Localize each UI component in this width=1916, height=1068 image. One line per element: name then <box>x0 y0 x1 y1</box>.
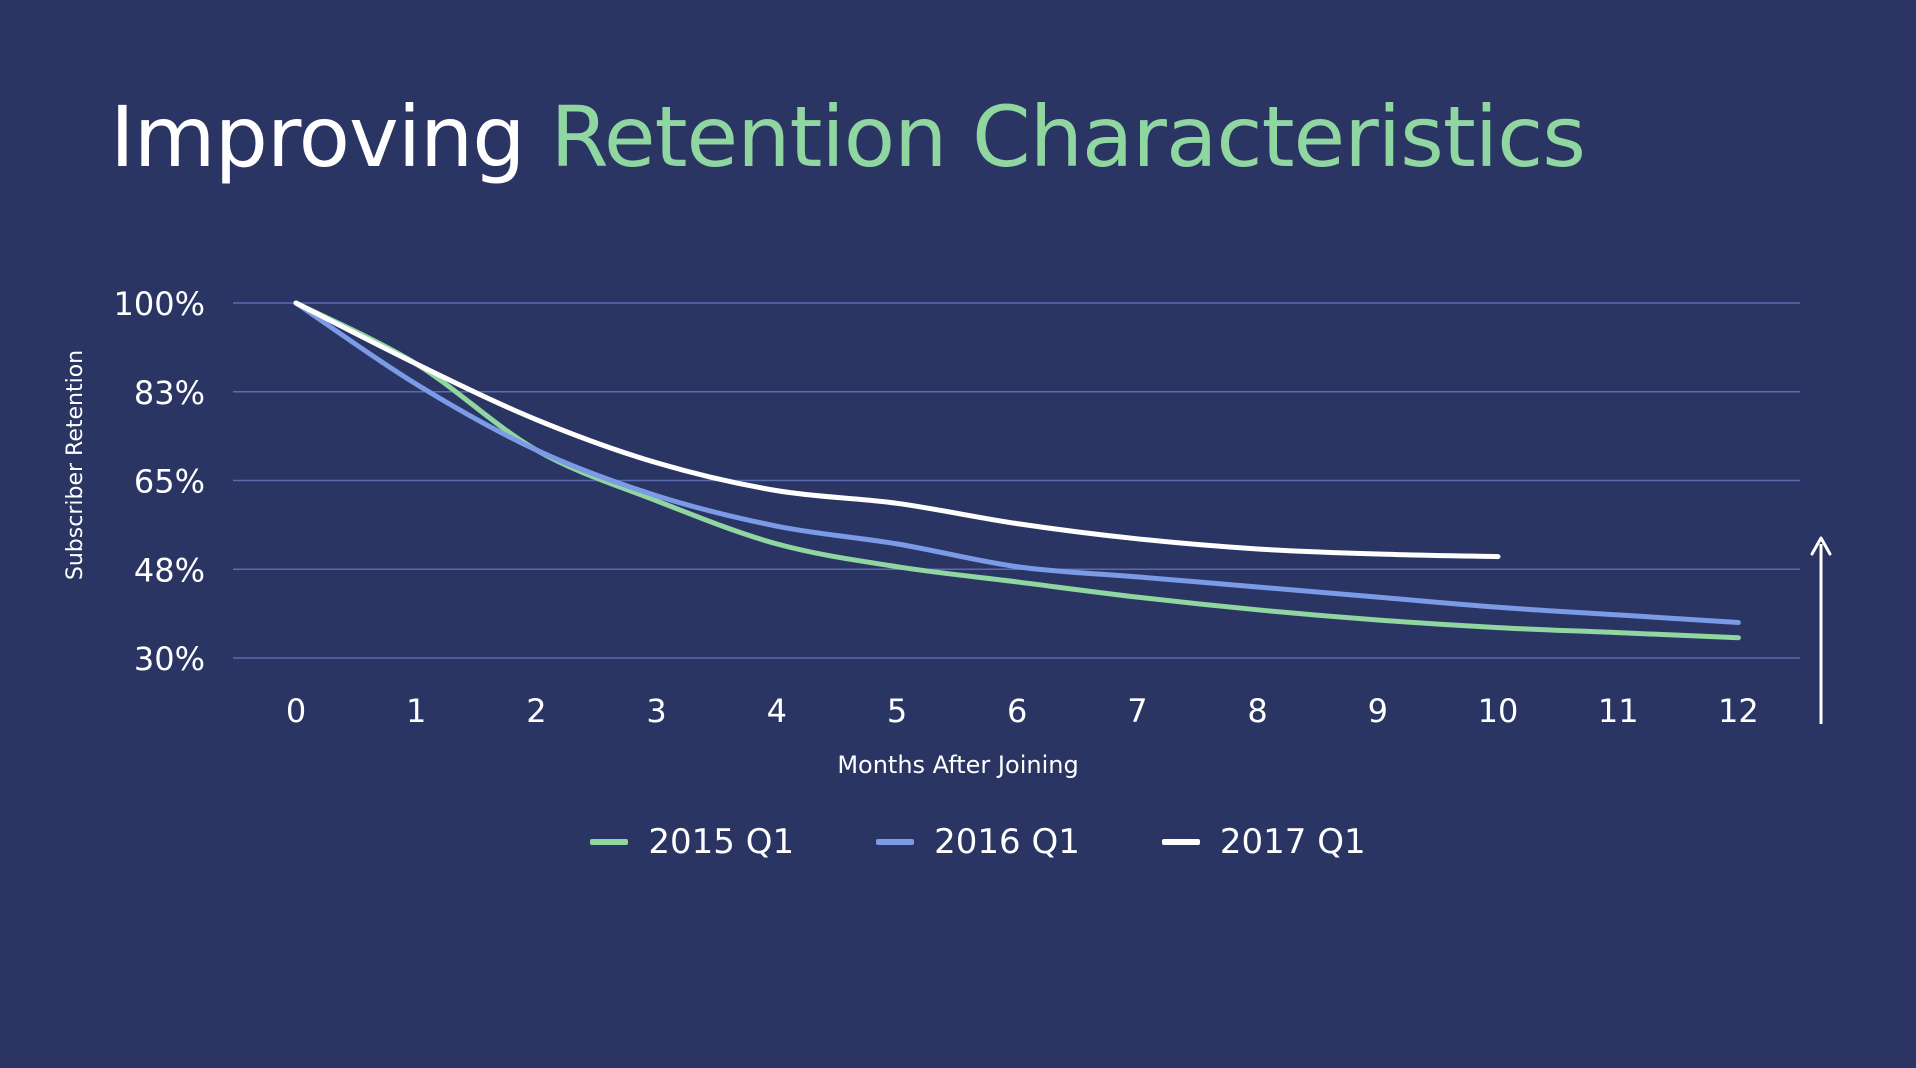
x-tick-label: 8 <box>1247 692 1267 730</box>
legend-item: 2015 Q1 <box>590 822 794 862</box>
chart-legend: 2015 Q1 2016 Q1 2017 Q1 <box>0 822 1916 862</box>
y-tick-label: 48% <box>134 551 205 589</box>
legend-swatch <box>876 839 915 845</box>
x-tick-label: 2 <box>526 692 546 730</box>
upward-arrow-icon <box>1810 536 1832 556</box>
x-tick-label: 1 <box>406 692 426 730</box>
title-plain: Improving <box>110 88 526 186</box>
x-axis-title: Months After Joining <box>837 751 1078 779</box>
legend-swatch <box>590 839 629 845</box>
series-line-2016-q1 <box>293 300 1741 625</box>
series-line-2017-q1 <box>293 300 1501 560</box>
series-line-2015-q1 <box>293 300 1741 641</box>
page-title: Improving Retention Characteristics <box>110 95 1586 179</box>
legend-label: 2015 Q1 <box>648 822 795 862</box>
x-tick-label: 6 <box>1007 692 1027 730</box>
x-tick-label: 12 <box>1718 692 1759 730</box>
x-tick-label: 3 <box>646 692 666 730</box>
y-tick-label: 83% <box>134 374 205 412</box>
x-tick-label: 0 <box>286 692 306 730</box>
x-tick-label: 7 <box>1127 692 1147 730</box>
title-accent: Retention Characteristics <box>550 88 1586 186</box>
y-tick-label: 65% <box>134 463 205 501</box>
y-axis-title: Subscriber Retention <box>63 350 88 580</box>
legend-label: 2017 Q1 <box>1219 822 1366 862</box>
legend-item: 2017 Q1 <box>1161 822 1366 862</box>
y-tick-label: 100% <box>114 285 205 323</box>
x-tick-label: 4 <box>767 692 787 730</box>
x-tick-label: 5 <box>887 692 907 730</box>
legend-swatch <box>1161 839 1200 845</box>
legend-label: 2016 Q1 <box>934 822 1080 862</box>
y-tick-label: 30% <box>134 640 205 678</box>
x-tick-label: 10 <box>1478 692 1519 730</box>
legend-item: 2016 Q1 <box>876 822 1080 862</box>
x-tick-label: 11 <box>1598 692 1639 730</box>
x-tick-label: 9 <box>1368 692 1388 730</box>
